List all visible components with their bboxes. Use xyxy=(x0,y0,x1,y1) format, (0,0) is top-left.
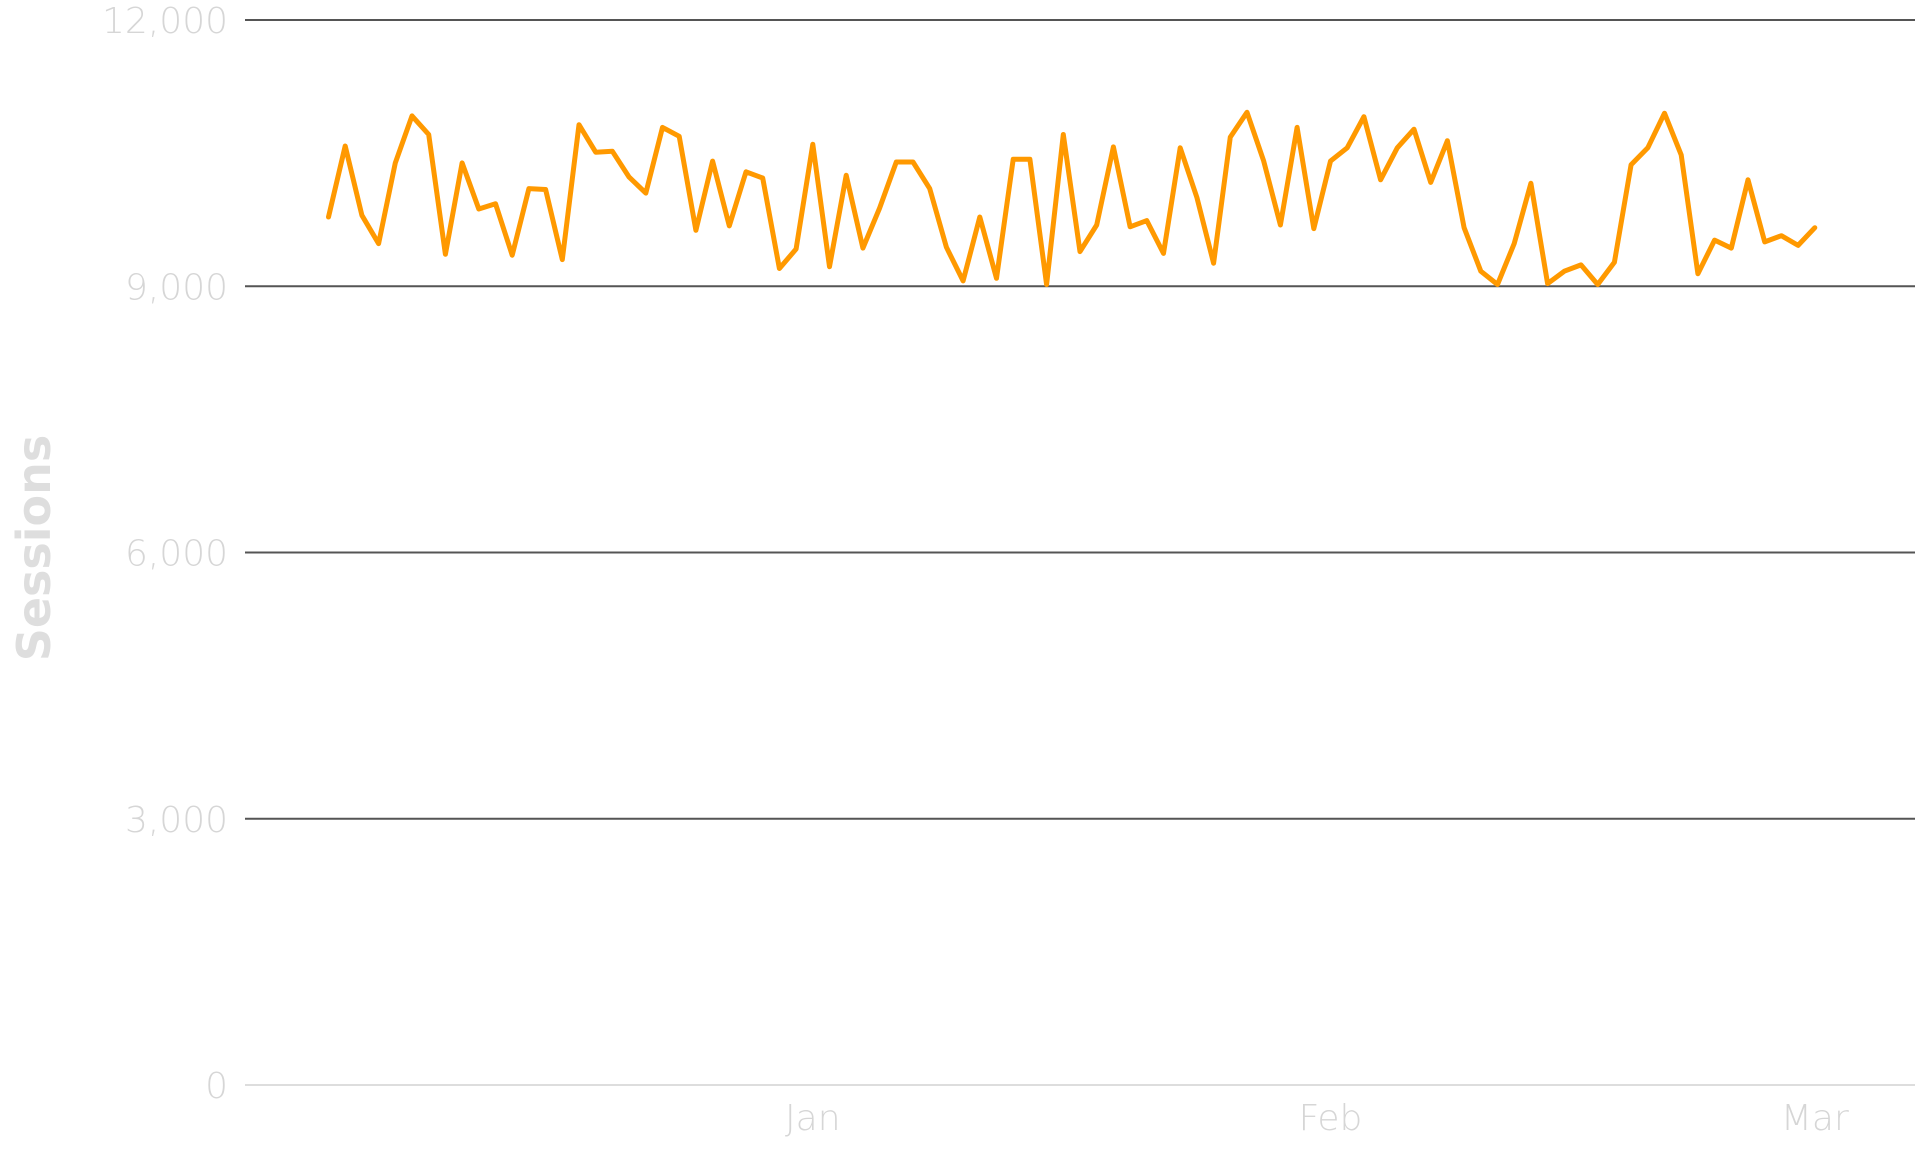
y-tick-label: 0 xyxy=(205,1066,228,1107)
y-axis-title: Sessions xyxy=(7,435,61,662)
y-axis-tick-labels: 0 3,000 6,000 9,000 12,000 xyxy=(102,1,228,1107)
x-tick-label: Jan xyxy=(785,1098,841,1139)
x-tick-label: Mar xyxy=(1781,1098,1849,1139)
x-axis-tick-labels: Jan Feb Mar xyxy=(785,1098,1849,1139)
series-layer xyxy=(326,109,1818,287)
gridlines xyxy=(245,19,1915,1086)
y-tick-label: 3,000 xyxy=(125,800,228,841)
y-tick-label: 6,000 xyxy=(125,534,228,575)
y-tick-label: 9,000 xyxy=(125,267,228,308)
y-tick-label: 12,000 xyxy=(102,1,228,42)
x-tick-label: Feb xyxy=(1299,1098,1363,1139)
sessions-series-line xyxy=(326,109,1818,287)
